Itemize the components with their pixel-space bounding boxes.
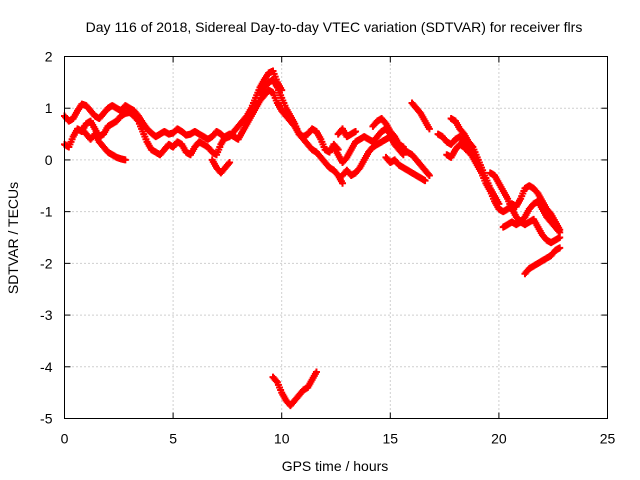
x-tick-label: 0 (61, 431, 69, 447)
y-tick-label: -2 (40, 255, 53, 271)
series-track-16 (269, 368, 320, 410)
x-tick-label: 5 (169, 431, 177, 447)
data-point (224, 160, 232, 168)
data-point (495, 200, 503, 208)
data-point (464, 148, 472, 156)
y-tick-label: -5 (40, 411, 53, 427)
marks-layer (61, 67, 564, 410)
x-tick-label: 15 (383, 431, 399, 447)
data-point (133, 116, 141, 124)
data-point (463, 147, 471, 155)
series-track-4 (208, 156, 234, 177)
data-point (352, 127, 360, 135)
x-tick-label: 20 (491, 431, 507, 447)
data-point (556, 244, 564, 252)
data-point (425, 171, 433, 179)
data-point (312, 368, 320, 376)
y-tick-label: -1 (40, 204, 53, 220)
series-track-9 (369, 115, 407, 151)
y-axis-label: SDTVAR / TECUs (5, 182, 21, 294)
y-tick-label: -4 (40, 359, 53, 375)
chart-title: Day 116 of 2018, Sidereal Day-to-day VTE… (86, 19, 583, 35)
data-point (226, 159, 234, 167)
data-point (425, 125, 433, 133)
data-point (421, 177, 429, 185)
series-track-8 (334, 125, 360, 141)
series-track-2 (61, 86, 347, 187)
data-point (398, 149, 406, 157)
data-point (424, 170, 432, 178)
series-track-7 (339, 133, 407, 179)
x-tick-label: 25 (600, 431, 616, 447)
data-point (468, 142, 476, 150)
series-track-17 (382, 153, 429, 185)
y-tick-label: 0 (45, 152, 53, 168)
series-track-13 (486, 169, 564, 247)
series-track-14 (499, 197, 564, 236)
x-tick-label: 10 (274, 431, 290, 447)
data-point (399, 143, 407, 151)
ticks-layer (64, 56, 608, 419)
data-point (272, 377, 280, 385)
series-track-18 (443, 140, 472, 161)
data-point (339, 179, 347, 187)
y-tick-label: -3 (40, 307, 53, 323)
plot-frame (64, 56, 608, 419)
series-track-12 (447, 115, 503, 208)
data-point (399, 151, 407, 159)
x-axis-label: GPS time / hours (282, 458, 389, 474)
grid-layer (64, 56, 608, 419)
series-track-10 (408, 99, 433, 133)
data-point (556, 228, 564, 236)
series-track-15 (521, 244, 564, 278)
data-point (121, 156, 129, 164)
y-tick-label: 1 (45, 100, 53, 116)
data-point (555, 227, 563, 235)
tick-labels-layer: 0 5 10 15 20 25 -5 -4 -3 -2 -1 0 1 2 (40, 49, 615, 447)
y-tick-label: 2 (45, 49, 53, 65)
series-track-3 (78, 125, 129, 164)
